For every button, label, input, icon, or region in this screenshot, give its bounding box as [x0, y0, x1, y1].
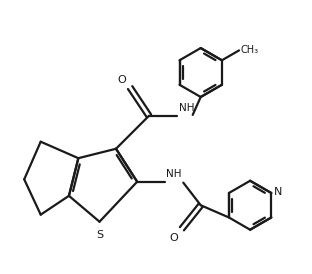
Text: S: S — [96, 230, 103, 240]
Text: CH₃: CH₃ — [241, 45, 259, 55]
Text: O: O — [118, 75, 126, 85]
Text: O: O — [169, 233, 178, 242]
Text: N: N — [274, 187, 282, 197]
Text: NH: NH — [166, 169, 182, 179]
Text: NH: NH — [178, 104, 194, 113]
